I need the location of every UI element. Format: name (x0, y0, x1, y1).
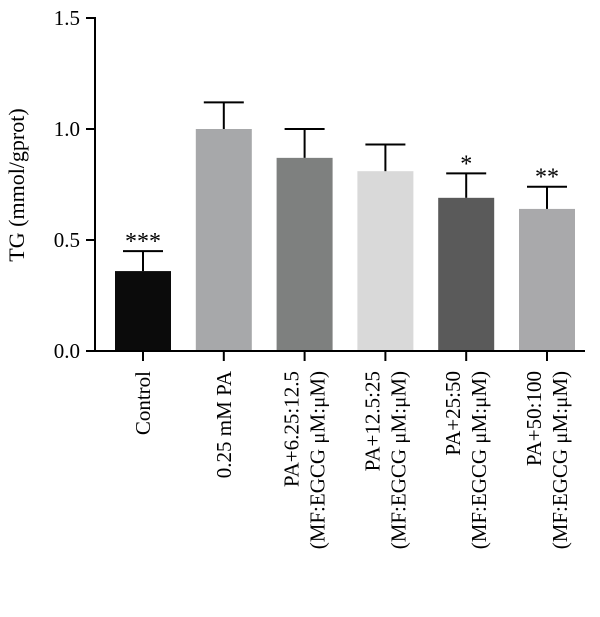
y-axis: 0.0 0.5 1.0 1.5 (54, 6, 96, 363)
x-tick-label: (MF:EGCG μM:μM) (548, 371, 572, 549)
bar (519, 208, 575, 351)
y-tick-label: 0.0 (54, 339, 80, 363)
bars (115, 129, 575, 351)
x-tick-label: 0.25 mM PA (212, 370, 236, 478)
x-axis: Control 0.25 mM PA PA+6.25:12.5 (MF:EGCG μM… (94, 350, 585, 549)
error-bars (123, 101, 567, 272)
x-tick-label: (MF:EGCG μM:μM) (386, 371, 410, 549)
x-tick-label: PA+6.25:12.5 (280, 371, 304, 487)
bar (195, 129, 252, 351)
x-tick-label: (MF:EGCG μM:μM) (306, 371, 330, 549)
bar (115, 271, 171, 351)
x-tick-label: Control (131, 371, 155, 435)
x-tick-label: PA+12.5:25 (360, 371, 384, 471)
bar (276, 157, 333, 351)
x-tick-label: PA+25:50 (441, 371, 465, 456)
significance-markers: ****** (125, 151, 559, 255)
significance-label: ** (535, 165, 559, 191)
bar (357, 171, 414, 351)
y-axis-title: TG (mmol/gprot) (4, 108, 29, 261)
y-tick-label: 0.5 (54, 228, 80, 252)
significance-label: *** (125, 229, 161, 255)
y-tick-label: 1.5 (54, 6, 80, 30)
x-tick-label: PA+50:100 (522, 371, 546, 466)
significance-label: * (460, 151, 472, 177)
x-tick-label: (MF:EGCG μM:μM) (467, 371, 491, 549)
y-tick-label: 1.0 (54, 117, 80, 141)
bar (438, 197, 495, 351)
